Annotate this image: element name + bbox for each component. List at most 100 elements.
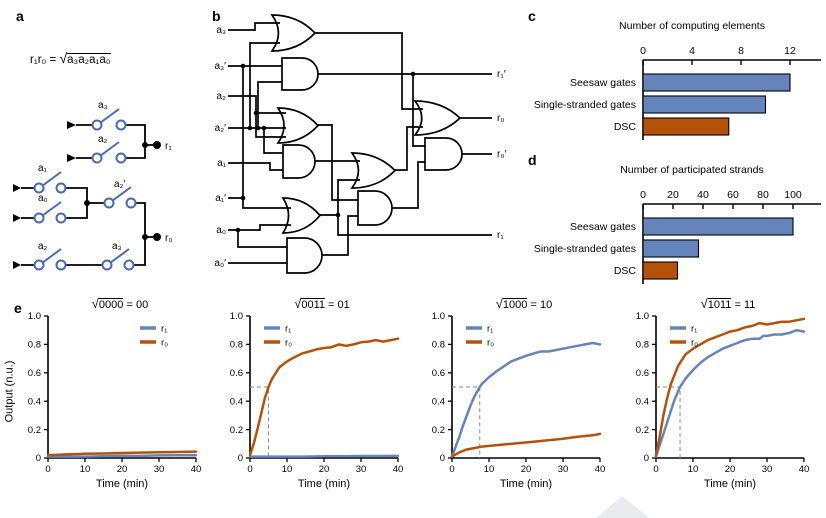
junction-dot (142, 234, 148, 240)
legend-label: r₀ (285, 338, 292, 349)
switch-contact (101, 259, 113, 271)
junction-dot (240, 195, 246, 201)
y-tick-label: 0.2 (28, 425, 41, 436)
switch-label: a₀ (38, 193, 48, 204)
legend-label: r₁ (161, 324, 167, 335)
y-tick-label: 0 (238, 453, 243, 464)
input-arrow (13, 261, 21, 269)
x-tick-label: 0 (653, 464, 658, 475)
junction-dot (247, 125, 253, 131)
formula-lhs: r₁r₀ = (30, 54, 57, 66)
switch-contact (123, 259, 135, 271)
switch-contact (33, 212, 45, 224)
output-label: r₁ (165, 141, 172, 152)
radical-sign: √ (294, 296, 302, 311)
title-result: 10 (539, 299, 553, 311)
switch-contact (55, 259, 67, 271)
input-arrow (67, 121, 76, 129)
switch-contact (33, 259, 45, 271)
x-tick-label: 30 (762, 464, 773, 475)
chart-title: √0000 = 00 (44, 296, 196, 311)
title-radicand: 0011 (301, 298, 325, 311)
series-line-r₀ (450, 432, 602, 458)
x-tick-label: 80 (757, 189, 769, 201)
panel-label-d: d (528, 152, 537, 168)
y-tick-label: 0.4 (28, 396, 41, 407)
y-tick-label: 0.8 (28, 340, 41, 351)
x-axis-label: Time (min) (95, 478, 149, 490)
x-tick-label: 20 (117, 464, 128, 475)
or-gate (276, 107, 320, 144)
x-tick-label: 0 (640, 189, 646, 201)
x-tick-label: 100 (784, 189, 802, 201)
bar-chart-title: Number of participated strands (620, 164, 764, 176)
bar (642, 239, 700, 258)
y-tick-label: 0.8 (432, 340, 445, 351)
switch-label: a₃ (98, 100, 108, 111)
title-radicand: 1000 (502, 298, 528, 311)
x-tick-label: 10 (484, 464, 495, 475)
plot-area: 0 10 20 30 40 0 0.2 0.4 0.6 0.8 1.0 r₁ r₀ (636, 312, 810, 475)
gate-output-label: r₀ (497, 113, 504, 124)
switch-contact (55, 212, 67, 224)
x-tick-label: 40 (697, 189, 709, 201)
axes (249, 316, 398, 459)
junction-dot (410, 71, 416, 77)
y-tick-label: 1.0 (432, 312, 445, 322)
and-gate (424, 137, 463, 171)
switch-label: a₂ (98, 134, 108, 145)
y-tick-label: 0 (440, 453, 445, 464)
junction-dot (261, 125, 267, 131)
gate-input-label: a₀′ (214, 258, 226, 269)
axes (47, 316, 196, 459)
junction-dot (142, 142, 148, 148)
title-result: 01 (337, 299, 350, 311)
legend-label: r₁ (691, 324, 697, 335)
input-arrow (13, 184, 21, 192)
series-line-r₁ (46, 453, 198, 458)
switch-contact (91, 152, 103, 164)
output-node (153, 141, 161, 149)
output-label: r₀ (165, 233, 172, 244)
switch-contact (103, 197, 115, 209)
category-label: Seesaw gates (570, 221, 636, 233)
line-chart-11: √1011 = 11 0 10 20 30 40 0 0.2 0.4 0.6 0.8 1.0 r₁ r₀… (612, 296, 814, 510)
line-chart-01: √0011 = 01 0 10 20 30 40 0 0.2 0.4 0.6 0.8 1.0 r₁ r₀… (206, 296, 408, 510)
series-line-r₁ (450, 341, 602, 458)
formula-radicand: a₃a₂a₁a₀ (67, 53, 111, 66)
and-gate (357, 190, 393, 226)
plot-area: 0 10 20 30 40 0 0.2 0.4 0.6 0.8 1.0 r₁ r₀ (230, 312, 404, 475)
x-tick-label: 0 (247, 464, 252, 475)
x-tick-label: 40 (393, 464, 404, 475)
y-tick-label: 0.2 (636, 425, 649, 436)
gate-input-label: a₀ (216, 225, 226, 236)
x-tick-label: 40 (595, 464, 606, 475)
category-label: Single-stranded gates (534, 99, 636, 111)
series-line-r₁ (248, 454, 400, 458)
threshold-dashed-line (250, 386, 269, 458)
bar (642, 261, 679, 280)
junction-dot (335, 212, 341, 218)
switch-contact (125, 197, 137, 209)
y-tick-label: 0.2 (230, 425, 243, 436)
line-chart-10: √1000 = 10 0 10 20 30 40 0 0.2 0.4 0.6 0.8 1.0 r₁ r₀… (408, 296, 610, 510)
chart-title: √1000 = 10 (448, 296, 600, 311)
title-result: 11 (743, 299, 756, 311)
switch-label: a₂′ (114, 179, 125, 190)
sqrt-formula: r₁r₀ = √a₃a₂a₁a₀ (30, 50, 111, 67)
x-tick-label: 40 (191, 464, 202, 475)
and-gate (282, 144, 316, 179)
y-tick-label: 0.6 (28, 368, 41, 379)
title-eq: = (527, 299, 540, 311)
gate-output-label: r₁′ (497, 69, 506, 80)
panel-label-b: b (212, 8, 221, 24)
input-arrow (13, 214, 21, 222)
x-tick-label: 0 (45, 464, 50, 475)
switch-label: a₁ (38, 163, 48, 174)
y-tick-label: 0.4 (230, 396, 243, 407)
legend-label: r₁ (285, 324, 291, 335)
radical-sign: √ (59, 50, 68, 66)
x-tick-label: 30 (154, 464, 165, 475)
chart-title: √1011 = 11 (652, 296, 804, 311)
x-tick-label: 20 (521, 464, 532, 475)
